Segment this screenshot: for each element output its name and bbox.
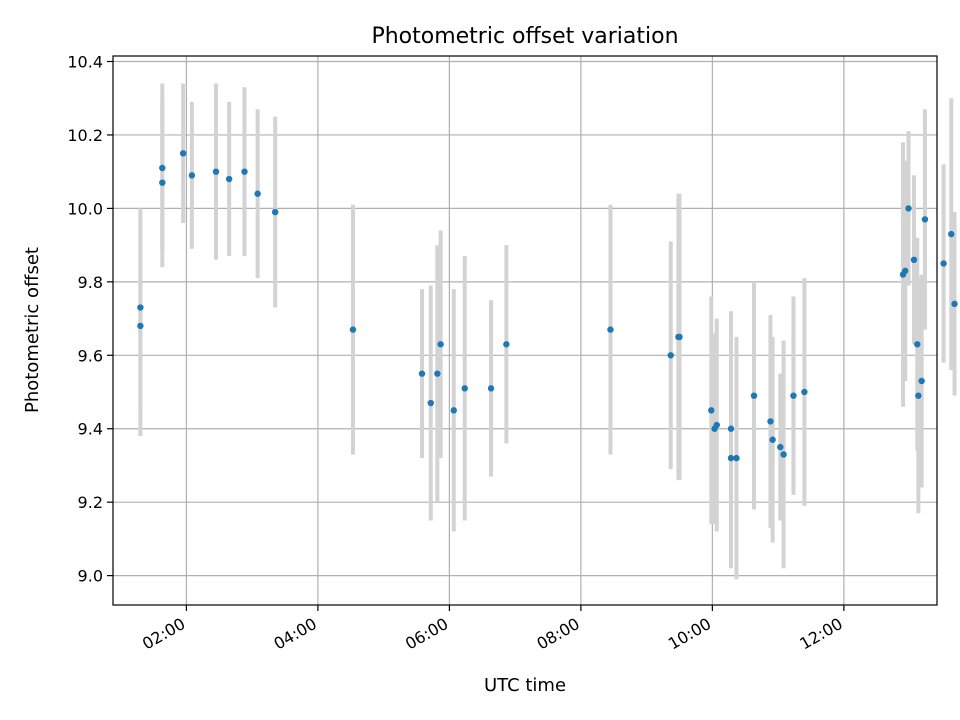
data-point bbox=[910, 256, 918, 264]
y-tick-label: 9.6 bbox=[78, 346, 103, 365]
data-point bbox=[905, 205, 912, 212]
data-point bbox=[777, 443, 784, 451]
data-point bbox=[750, 392, 758, 399]
data-point bbox=[450, 407, 457, 414]
data-point bbox=[790, 392, 797, 399]
chart-title: Photometric offset variation bbox=[371, 24, 678, 49]
data-point bbox=[271, 208, 279, 216]
y-axis-label: Photometric offset bbox=[22, 247, 43, 413]
data-point bbox=[951, 300, 958, 308]
data-point bbox=[503, 341, 510, 348]
y-tick-label: 10.2 bbox=[67, 126, 103, 145]
data-point bbox=[801, 388, 808, 396]
data-point bbox=[241, 168, 248, 175]
data-point bbox=[225, 175, 233, 183]
data-point bbox=[780, 451, 787, 458]
data-point bbox=[137, 304, 144, 311]
data-point bbox=[727, 425, 735, 432]
data-point bbox=[921, 216, 929, 223]
data-point bbox=[915, 392, 922, 399]
y-tick-label: 10.4 bbox=[67, 53, 103, 72]
y-tick-label: 9.8 bbox=[78, 273, 103, 292]
data-point bbox=[733, 454, 740, 462]
data-point bbox=[461, 385, 468, 392]
data-point bbox=[727, 454, 735, 462]
data-point bbox=[948, 230, 955, 238]
data-point bbox=[418, 370, 426, 377]
data-point bbox=[940, 260, 947, 267]
data-point bbox=[914, 341, 921, 348]
data-point bbox=[159, 164, 166, 172]
data-point bbox=[188, 172, 196, 179]
data-point bbox=[254, 190, 261, 197]
data-point bbox=[902, 267, 909, 275]
data-point bbox=[427, 399, 434, 407]
x-axis-label: UTC time bbox=[484, 675, 566, 696]
y-tick-label: 10.0 bbox=[67, 199, 103, 218]
data-points bbox=[137, 150, 958, 462]
data-point bbox=[918, 377, 925, 385]
data-point bbox=[349, 326, 357, 333]
data-point bbox=[676, 333, 683, 341]
data-point bbox=[769, 436, 776, 443]
data-point bbox=[137, 322, 144, 330]
y-tick-label: 9.2 bbox=[78, 493, 103, 512]
data-point bbox=[437, 341, 444, 348]
data-point bbox=[767, 418, 774, 425]
data-point bbox=[607, 326, 614, 333]
data-point bbox=[667, 352, 674, 359]
plot-frame bbox=[112, 55, 938, 606]
data-point bbox=[487, 385, 495, 392]
data-point bbox=[708, 407, 715, 414]
data-point bbox=[713, 421, 720, 429]
y-tick-label: 9.0 bbox=[78, 567, 103, 586]
y-tick-label: 9.4 bbox=[78, 420, 103, 439]
data-point bbox=[434, 370, 441, 377]
data-point bbox=[212, 168, 220, 175]
data-point bbox=[159, 179, 166, 186]
data-point bbox=[179, 150, 187, 157]
